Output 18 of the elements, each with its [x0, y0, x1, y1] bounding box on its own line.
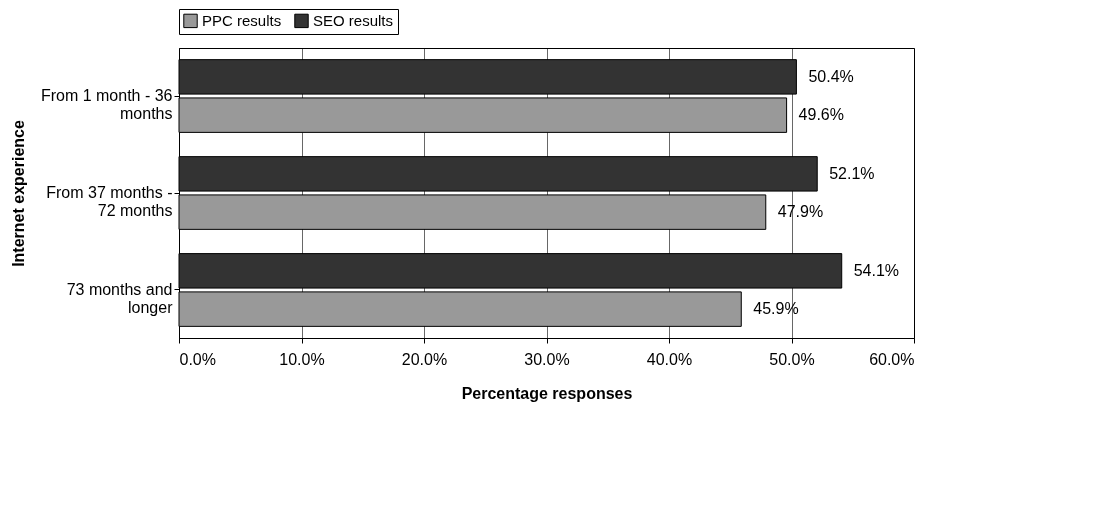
x-tick-label: 50.0%	[769, 350, 815, 368]
data-label: 52.1%	[829, 164, 875, 182]
x-tick-label: 30.0%	[524, 350, 570, 368]
x-axis-title: Percentage responses	[461, 384, 633, 402]
x-tick-label: 60.0%	[869, 350, 915, 368]
data-label: 54.1%	[853, 261, 900, 279]
y-tick-label: 73 months and longer	[66, 280, 174, 316]
x-tick-label: 0.0%	[179, 350, 216, 368]
x-tick-label: 40.0%	[646, 350, 693, 368]
legend-label: PPC results	[202, 11, 282, 29]
y-axis-title: Internet experience	[9, 120, 27, 267]
data-label: 49.6%	[798, 106, 844, 124]
legend-label: SEO results	[313, 11, 394, 29]
x-tick-label: 20.0%	[401, 350, 448, 368]
x-tick-label: 10.0%	[279, 350, 325, 368]
data-label: 50.4%	[808, 67, 854, 85]
y-tick-label: From 37 months - 72 months	[46, 184, 173, 219]
y-tick-label: From 1 month - 36 months	[40, 87, 173, 123]
